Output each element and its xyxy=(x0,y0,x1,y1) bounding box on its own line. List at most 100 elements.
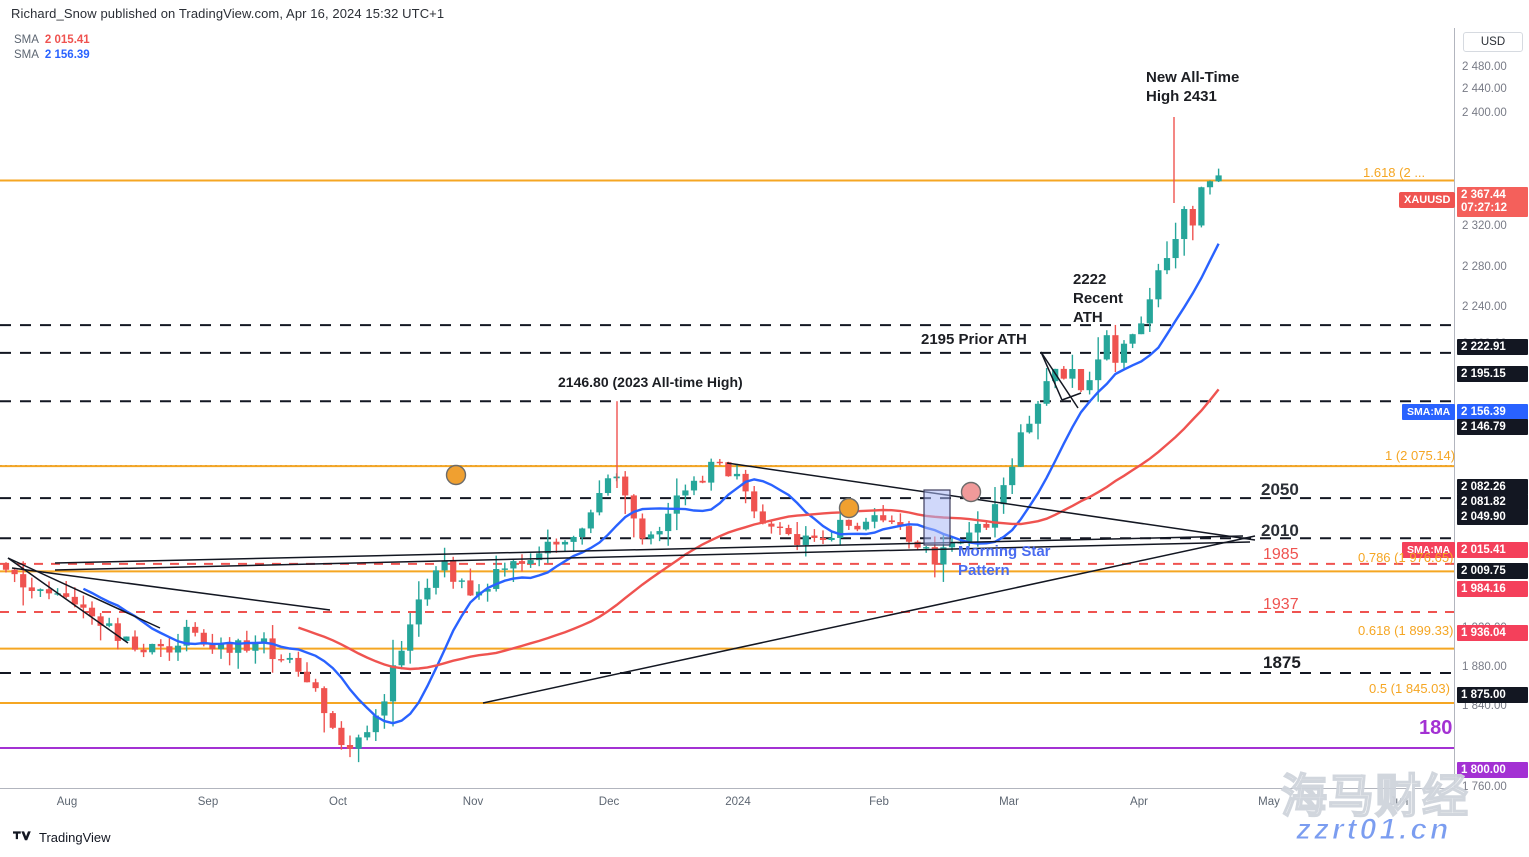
legend-item-sma-1[interactable]: SMA 2 156.39 xyxy=(14,48,90,63)
legend-label: SMA xyxy=(14,34,39,46)
fib-level-label: 1 (2 075.14) xyxy=(1385,448,1456,463)
time-tick: Feb xyxy=(869,796,889,808)
time-tick: Apr xyxy=(1130,796,1148,808)
chart-marker-circle[interactable] xyxy=(445,464,467,486)
price-badge[interactable]: 1 984.16 xyxy=(1457,581,1528,597)
time-tick: Oct xyxy=(329,796,347,808)
time-tick: Nov xyxy=(462,796,484,808)
price-tick: 1 760.00 xyxy=(1462,781,1507,793)
chart-annotation-lvl-1875[interactable]: 1875 xyxy=(1263,653,1301,672)
trend-line[interactable] xyxy=(1040,351,1079,409)
price-tick: 1 880.00 xyxy=(1462,661,1507,673)
chart-annotation-morning-star[interactable]: Morning Star Pattern xyxy=(958,543,1051,579)
trend-line[interactable] xyxy=(726,462,1256,541)
trend-line[interactable] xyxy=(482,535,1256,704)
time-tick: Mar xyxy=(999,796,1019,808)
price-badge[interactable]: 2 222.91 xyxy=(1457,339,1528,355)
price-badge-value: 2 049.90 xyxy=(1461,510,1506,523)
price-badge[interactable]: 2 195.15 xyxy=(1457,366,1528,382)
trend-line[interactable] xyxy=(7,557,129,644)
price-badge[interactable]: 2 081.82 xyxy=(1457,494,1528,510)
time-tick: Dec xyxy=(598,796,620,808)
price-badge-value: 1 800.00 xyxy=(1461,763,1506,776)
price-badge[interactable]: 2 009.75 xyxy=(1457,563,1528,579)
price-badge-value: 2 015.41 xyxy=(1461,543,1506,556)
candlestick-series xyxy=(2,117,1222,763)
time-tick: Sep xyxy=(197,796,219,808)
time-tick: May xyxy=(1258,796,1280,808)
price-badge-value: 2 081.82 xyxy=(1461,495,1506,508)
legend-item-sma-0[interactable]: SMA 2 015.41 xyxy=(14,33,90,48)
price-badge[interactable]: 1 875.00 xyxy=(1457,687,1528,703)
legend-value: 2 156.39 xyxy=(44,49,90,61)
chart-annotation-ath-2023[interactable]: 2146.80 (2023 All-time High) xyxy=(558,374,743,390)
chart-annotation-recent-ath[interactable]: 2222 Recent ATH xyxy=(1073,271,1124,326)
time-tick: 2024 xyxy=(725,796,751,808)
price-badge-value: 2 009.75 xyxy=(1461,564,1506,577)
price-axis[interactable]: USD 2 480.00 2 440.00 2 400.00 2 320.00 2 28… xyxy=(1456,28,1529,793)
price-tick: 1 840.00 xyxy=(1462,700,1507,712)
price-tick: 2 320.00 xyxy=(1462,220,1507,232)
price-badge[interactable]: 2 156.39 xyxy=(1457,404,1528,420)
price-badge-value: 2 195.15 xyxy=(1461,367,1506,380)
chart-annotation-lvl-2050[interactable]: 2050 xyxy=(1261,480,1299,499)
trend-line[interactable] xyxy=(1040,351,1063,401)
chart-annotation-prior-ath[interactable]: 2195 Prior ATH xyxy=(921,331,1027,348)
price-badge[interactable]: 1 800.00 xyxy=(1457,762,1528,778)
trend-line[interactable] xyxy=(1061,392,1082,401)
price-badge-value: 2 222.91 xyxy=(1461,340,1506,353)
price-tick: 2 480.00 xyxy=(1462,61,1507,73)
fib-level-label: 0.618 (1 899.33) xyxy=(1358,623,1454,638)
symbol-tag[interactable]: XAUUSD xyxy=(1399,192,1456,208)
chart-marker-circle[interactable] xyxy=(960,481,982,503)
price-badge-value: 1 875.00 xyxy=(1461,688,1506,701)
price-badge[interactable]: 2 146.79 xyxy=(1457,419,1528,435)
tradingview-footer: TradingView xyxy=(13,830,111,845)
watermark-url: zzrt01.cn xyxy=(1295,813,1452,847)
time-tick: Jun xyxy=(1389,796,1409,808)
ma-label-tag[interactable]: SMA:MA xyxy=(1402,542,1456,558)
trend-line[interactable] xyxy=(11,567,331,611)
price-badge[interactable]: 2 082.26 xyxy=(1457,479,1528,495)
morning-star-highlight-box[interactable] xyxy=(923,489,951,546)
chart-annotation-lvl-1937[interactable]: 1937 xyxy=(1263,596,1299,613)
chart-canvas xyxy=(0,117,1454,763)
price-badge-value: 1 984.16 xyxy=(1461,582,1506,595)
price-badge[interactable]: 2 015.41 xyxy=(1457,542,1528,558)
trend-line[interactable] xyxy=(7,557,161,629)
price-tick: 2 240.00 xyxy=(1462,301,1507,313)
chart-annotation-new-ath[interactable]: New All-Time High 2431 xyxy=(1146,69,1240,105)
price-badge-value: 1 936.04 xyxy=(1461,626,1506,639)
sma-slow-line xyxy=(82,243,1220,725)
legend-value: 2 015.41 xyxy=(44,34,90,46)
fib-level-label: 0.786 (1 976.65) xyxy=(1358,550,1454,565)
chart-marker-circle[interactable] xyxy=(838,497,860,519)
countdown-timer: 07:27:12 xyxy=(1461,201,1508,214)
fib-level-label: 1.618 (2 ... xyxy=(1363,165,1426,180)
chart-plot-area[interactable] xyxy=(0,28,1455,788)
time-axis[interactable]: Aug Sep Oct Nov Dec 2024 Feb Mar Apr May Jun xyxy=(0,788,1456,818)
ma-label-tag[interactable]: SMA:MA xyxy=(1402,404,1456,420)
legend-label: SMA xyxy=(14,49,39,61)
sma-fast-line xyxy=(298,388,1220,671)
chart-annotation-lvl-1800[interactable]: 180 xyxy=(1419,717,1453,739)
price-badge-value: 2 146.79 xyxy=(1461,420,1506,433)
price-badge[interactable]: 1 936.04 xyxy=(1457,625,1528,641)
chart-annotation-lvl-1985[interactable]: 1985 xyxy=(1263,546,1299,563)
publish-info: Richard_Snow published on TradingView.co… xyxy=(11,6,445,21)
chart-annotation-lvl-2010[interactable]: 2010 xyxy=(1261,521,1299,540)
fib-level-label: 0.5 (1 845.03) xyxy=(1369,681,1450,696)
price-badge[interactable]: 2 049.90 xyxy=(1457,509,1528,525)
price-tick: 2 280.00 xyxy=(1462,261,1507,273)
price-badge-value: 2 082.26 xyxy=(1461,480,1506,493)
price-tick: 2 440.00 xyxy=(1462,83,1507,95)
currency-pill[interactable]: USD xyxy=(1463,32,1523,52)
tradingview-brand: TradingView xyxy=(39,830,111,845)
time-tick: Aug xyxy=(56,796,78,808)
price-badge[interactable]: 2 367.44 07:27:12 xyxy=(1457,187,1528,217)
tradingview-logo-icon xyxy=(13,831,31,841)
price-badge-value: 2 367.44 xyxy=(1461,188,1506,201)
trend-line[interactable] xyxy=(54,541,1251,571)
price-badge-value: 2 156.39 xyxy=(1461,405,1506,418)
trend-line[interactable] xyxy=(54,535,1244,564)
